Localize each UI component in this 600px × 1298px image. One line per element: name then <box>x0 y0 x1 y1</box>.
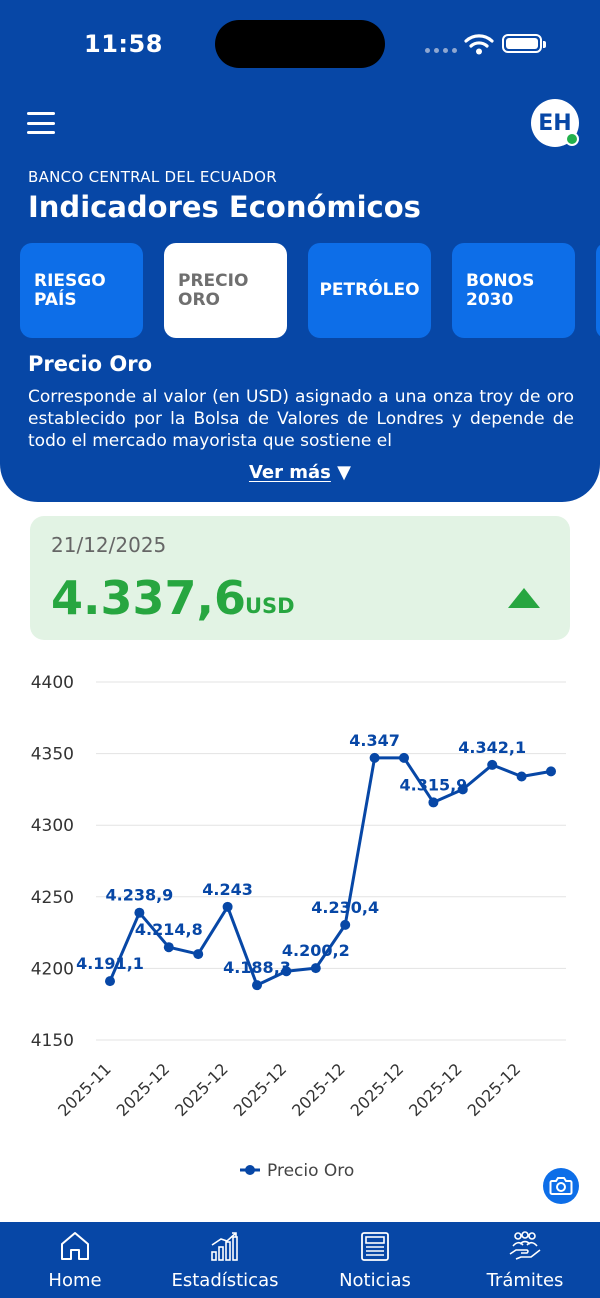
tab-label: PETRÓLEO <box>319 280 420 301</box>
value-unit: USD <box>245 594 295 618</box>
legend-marker <box>245 1165 255 1175</box>
data-point <box>487 759 498 770</box>
data-point <box>340 919 351 930</box>
value-card: 21/12/2025 4.337,6 USD <box>30 516 570 640</box>
online-status-dot <box>565 132 579 146</box>
nav-tramites[interactable]: Trámites <box>450 1222 600 1298</box>
home-icon <box>61 1232 89 1260</box>
dynamic-island <box>215 20 385 68</box>
page-title: Indicadores Económicos <box>28 190 421 224</box>
section-description: Corresponde al valor (en USD) asignado a… <box>28 387 574 451</box>
bottom-nav: Home Estadísticas Noticias <box>0 1222 600 1298</box>
indicator-tabs: RIESGO PAÍS PRECIO ORO PETRÓLEO BONOS 2030 <box>20 243 600 338</box>
avatar[interactable]: EH <box>531 99 579 147</box>
tab-label: RIESGO <box>34 271 106 292</box>
data-label: 4.342,1 <box>458 738 526 757</box>
newspaper-icon <box>361 1232 389 1261</box>
y-tick-label: 4350 <box>31 745 74 765</box>
tab-bonos-2030[interactable]: BONOS 2030 <box>452 243 575 338</box>
tab-riesgo-pais[interactable]: RIESGO PAÍS <box>20 243 143 338</box>
data-point <box>369 752 380 763</box>
x-tick-label: 2025-12 <box>464 1059 525 1120</box>
people-icon <box>509 1231 541 1260</box>
menu-icon[interactable] <box>27 112 55 134</box>
value-amount: 4.337,6 <box>51 571 246 625</box>
y-tick-label: 4400 <box>31 673 74 693</box>
x-tick-label: 2025-12 <box>171 1059 232 1120</box>
data-label: 4.243 <box>202 880 253 899</box>
ver-mas-label: Ver más <box>248 462 331 483</box>
ver-mas-link[interactable]: Ver más ▼ <box>0 462 600 483</box>
chart-icon <box>211 1232 238 1261</box>
x-tick-label: 2025-12 <box>405 1059 466 1120</box>
x-tick-label: 2025-12 <box>230 1059 291 1120</box>
legend-label: Precio Oro <box>267 1161 354 1181</box>
data-label: 4.230,4 <box>311 898 379 917</box>
camera-icon <box>549 1177 573 1195</box>
data-label: 4.347 <box>349 731 400 750</box>
data-point <box>105 976 115 987</box>
price-chart[interactable]: 4400 4350 4300 4250 4200 4150 2025-11 2025-12 20… <box>0 660 600 1190</box>
tab-label: PAÍS <box>34 289 77 310</box>
x-tick-label: 2025-11 <box>54 1059 115 1120</box>
x-tick-label: 2025-12 <box>288 1059 349 1120</box>
nav-noticias[interactable]: Noticias <box>300 1222 450 1298</box>
data-point <box>134 907 145 918</box>
data-point <box>310 963 321 974</box>
data-point <box>428 797 439 808</box>
data-point <box>163 942 174 953</box>
tab-label: 2030 <box>466 289 514 310</box>
y-tick-label: 4300 <box>31 816 74 836</box>
data-point <box>399 752 409 763</box>
x-tick-label: 2025-12 <box>347 1059 408 1120</box>
data-label: 4.188,3 <box>223 958 291 977</box>
data-label: 4.238,9 <box>105 886 173 905</box>
data-point <box>546 766 556 777</box>
wifi-icon <box>464 34 494 55</box>
value-date: 21/12/2025 <box>51 533 167 557</box>
y-tick-label: 4150 <box>31 1031 74 1051</box>
chart-svg: 4400435043004250420041502025-112025-1220… <box>31 673 566 1181</box>
data-label: 4.214,8 <box>135 920 203 939</box>
nav-label: Trámites <box>486 1270 564 1291</box>
data-point <box>516 771 527 782</box>
data-label: 4.200,2 <box>282 941 350 960</box>
header: 11:58 EH BANCO CENTRAL DEL ECUADOR Indic… <box>0 0 600 502</box>
nav-home[interactable]: Home <box>0 1222 150 1298</box>
tab-next-partial[interactable] <box>596 243 600 338</box>
data-point <box>193 949 204 960</box>
bank-name: BANCO CENTRAL DEL ECUADOR <box>28 168 277 186</box>
camera-button[interactable] <box>543 1168 579 1204</box>
data-point <box>457 784 468 795</box>
data-point <box>252 980 262 991</box>
series-line <box>108 756 552 987</box>
nav-label: Noticias <box>339 1270 411 1291</box>
status-time: 11:58 <box>84 30 163 58</box>
triangle-down-icon: ▼ <box>337 462 352 483</box>
battery-icon <box>502 34 546 53</box>
tab-petroleo[interactable]: PETRÓLEO <box>308 243 431 338</box>
data-label: 4.315,9 <box>399 775 467 794</box>
tab-precio-oro[interactable]: PRECIO ORO <box>164 243 287 338</box>
data-point <box>222 901 233 912</box>
nav-estadisticas[interactable]: Estadísticas <box>150 1222 300 1298</box>
trend-up-icon <box>508 588 540 608</box>
section-title: Precio Oro <box>28 352 153 376</box>
nav-label: Estadísticas <box>171 1270 279 1291</box>
tab-label: ORO <box>178 289 220 310</box>
x-tick-label: 2025-12 <box>113 1059 174 1120</box>
y-tick-label: 4200 <box>31 959 74 979</box>
tab-label: PRECIO <box>178 271 249 292</box>
nav-label: Home <box>48 1270 102 1291</box>
signal-icon <box>425 48 457 53</box>
data-point <box>281 966 292 977</box>
tab-label: BONOS <box>466 271 535 292</box>
y-tick-label: 4250 <box>31 888 74 908</box>
data-label: 4.191,1 <box>76 954 144 973</box>
